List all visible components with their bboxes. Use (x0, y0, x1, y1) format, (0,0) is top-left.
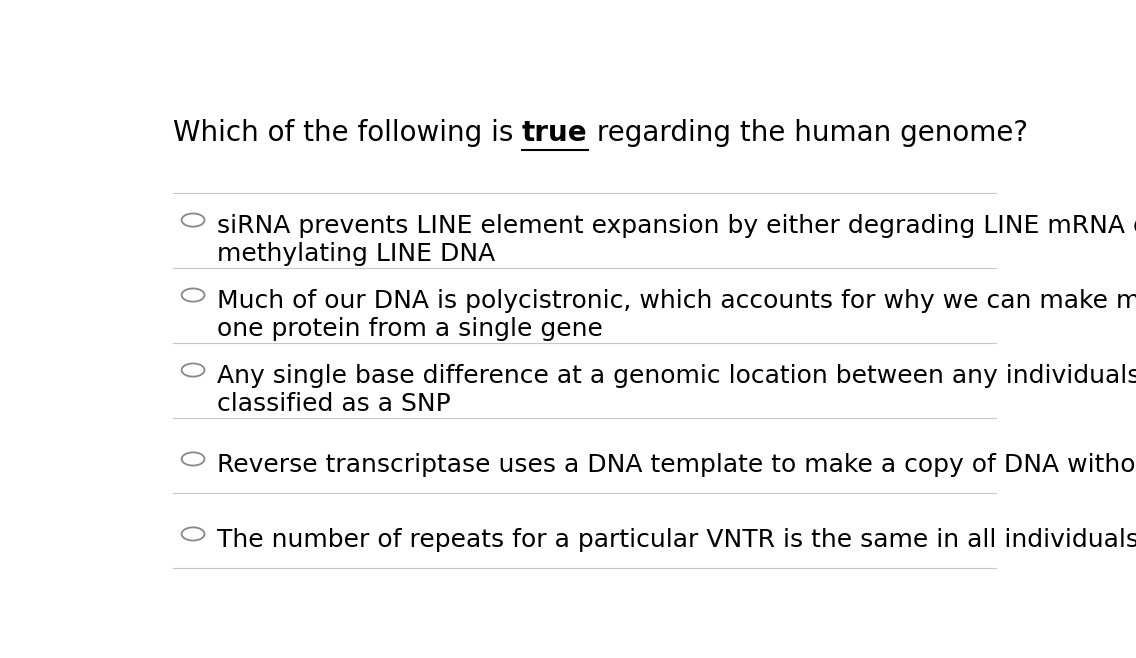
Circle shape (182, 363, 204, 376)
Text: classified as a SNP: classified as a SNP (217, 392, 451, 416)
Text: one protein from a single gene: one protein from a single gene (217, 317, 603, 341)
Text: regarding the human genome?: regarding the human genome? (587, 120, 1028, 147)
Text: Reverse transcriptase uses a DNA template to make a copy of DNA without introns: Reverse transcriptase uses a DNA templat… (217, 453, 1136, 477)
Text: true: true (523, 120, 587, 147)
Circle shape (182, 527, 204, 540)
Text: methylating LINE DNA: methylating LINE DNA (217, 242, 495, 266)
Text: Much of our DNA is polycistronic, which accounts for why we can make more than: Much of our DNA is polycistronic, which … (217, 289, 1136, 313)
Circle shape (182, 452, 204, 466)
Text: Which of the following is: Which of the following is (173, 120, 523, 147)
Text: siRNA prevents LINE element expansion by either degrading LINE mRNA or: siRNA prevents LINE element expansion by… (217, 214, 1136, 238)
Text: Any single base difference at a genomic location between any individuals is: Any single base difference at a genomic … (217, 364, 1136, 388)
Text: The number of repeats for a particular VNTR is the same in all individuals: The number of repeats for a particular V… (217, 528, 1136, 552)
Circle shape (182, 288, 204, 301)
Circle shape (182, 213, 204, 226)
